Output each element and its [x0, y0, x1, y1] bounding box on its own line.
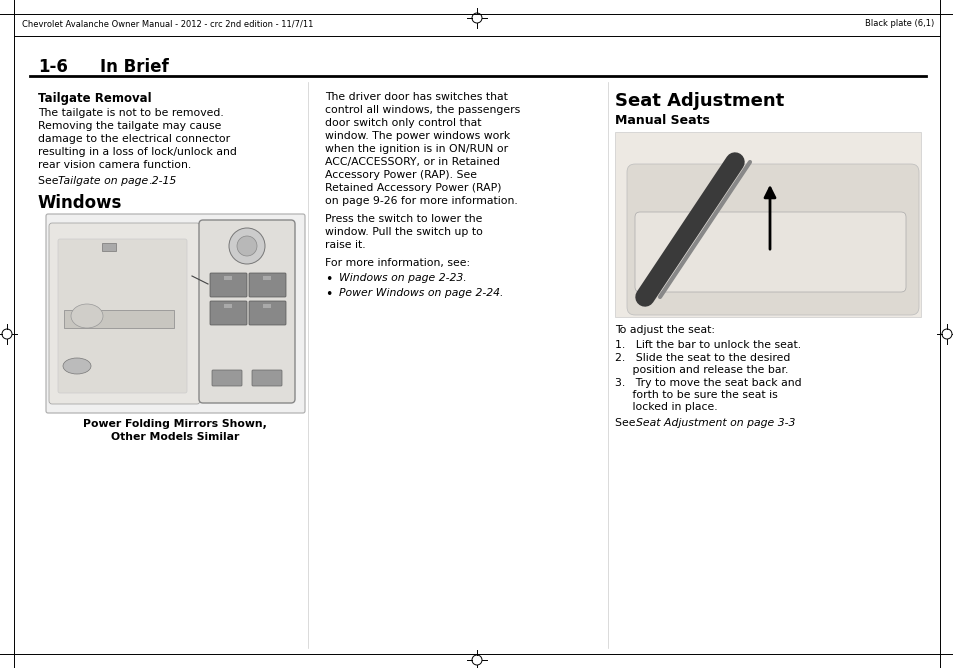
Bar: [615, 132, 920, 317]
FancyBboxPatch shape: [635, 212, 905, 292]
Text: Windows on page 2-23.: Windows on page 2-23.: [338, 273, 466, 283]
Text: Seat Adjustment: Seat Adjustment: [615, 92, 783, 110]
Text: forth to be sure the seat is: forth to be sure the seat is: [615, 390, 777, 400]
FancyBboxPatch shape: [49, 223, 200, 404]
Ellipse shape: [63, 358, 91, 374]
FancyBboxPatch shape: [210, 273, 247, 297]
Circle shape: [236, 236, 256, 256]
Text: Windows: Windows: [38, 194, 122, 212]
FancyBboxPatch shape: [212, 370, 242, 386]
FancyBboxPatch shape: [58, 239, 187, 393]
Text: .: .: [149, 176, 152, 186]
Text: Manual Seats: Manual Seats: [615, 114, 709, 127]
Text: To adjust the seat:: To adjust the seat:: [615, 325, 714, 335]
Text: locked in place.: locked in place.: [615, 402, 717, 412]
Text: 1-6: 1-6: [38, 58, 68, 76]
Text: 2.   Slide the seat to the desired: 2. Slide the seat to the desired: [615, 353, 789, 363]
FancyBboxPatch shape: [626, 164, 918, 315]
Ellipse shape: [71, 304, 103, 328]
FancyBboxPatch shape: [249, 301, 286, 325]
Text: In Brief: In Brief: [100, 58, 169, 76]
Text: position and release the bar.: position and release the bar.: [615, 365, 787, 375]
Text: 1.   Lift the bar to unlock the seat.: 1. Lift the bar to unlock the seat.: [615, 340, 801, 350]
Text: The tailgate is not to be removed.: The tailgate is not to be removed.: [38, 108, 224, 118]
Text: Press the switch to lower the: Press the switch to lower the: [325, 214, 482, 224]
Text: Retained Accessory Power (RAP): Retained Accessory Power (RAP): [325, 183, 501, 193]
Text: Accessory Power (RAP). See: Accessory Power (RAP). See: [325, 170, 476, 180]
Text: Removing the tailgate may cause: Removing the tailgate may cause: [38, 121, 221, 131]
Text: 3.   Try to move the seat back and: 3. Try to move the seat back and: [615, 378, 801, 388]
FancyBboxPatch shape: [249, 273, 286, 297]
Text: See: See: [615, 418, 639, 428]
Bar: [102, 243, 116, 251]
Text: Chevrolet Avalanche Owner Manual - 2012 - crc 2nd edition - 11/7/11: Chevrolet Avalanche Owner Manual - 2012 …: [22, 19, 313, 29]
Text: window. Pull the switch up to: window. Pull the switch up to: [325, 227, 482, 237]
FancyBboxPatch shape: [199, 220, 294, 403]
Text: The driver door has switches that: The driver door has switches that: [325, 92, 507, 102]
Bar: [64, 310, 173, 328]
Text: •: •: [325, 273, 332, 286]
Text: control all windows, the passengers: control all windows, the passengers: [325, 105, 519, 115]
Text: Power Folding Mirrors Shown,: Power Folding Mirrors Shown,: [83, 419, 267, 429]
Text: raise it.: raise it.: [325, 240, 365, 250]
Text: door switch only control that: door switch only control that: [325, 118, 481, 128]
Text: rear vision camera function.: rear vision camera function.: [38, 160, 191, 170]
Text: Other Models Similar: Other Models Similar: [111, 432, 239, 442]
Bar: [224, 276, 232, 280]
Text: .: .: [753, 418, 757, 428]
Text: Seat Adjustment on page 3-3: Seat Adjustment on page 3-3: [636, 418, 795, 428]
Text: resulting in a loss of lock/unlock and: resulting in a loss of lock/unlock and: [38, 147, 236, 157]
FancyBboxPatch shape: [46, 214, 305, 413]
Text: when the ignition is in ON/RUN or: when the ignition is in ON/RUN or: [325, 144, 508, 154]
Text: See: See: [38, 176, 62, 186]
FancyBboxPatch shape: [252, 370, 282, 386]
Text: Power Windows on page 2-24.: Power Windows on page 2-24.: [338, 288, 503, 298]
Text: ACC/ACCESSORY, or in Retained: ACC/ACCESSORY, or in Retained: [325, 157, 499, 167]
Text: •: •: [325, 288, 332, 301]
Text: Black plate (6,1): Black plate (6,1): [863, 19, 933, 29]
FancyBboxPatch shape: [210, 301, 247, 325]
Bar: [263, 304, 271, 308]
Text: window. The power windows work: window. The power windows work: [325, 131, 510, 141]
Bar: [224, 304, 232, 308]
Circle shape: [229, 228, 265, 264]
Text: For more information, see:: For more information, see:: [325, 258, 470, 268]
Text: Tailgate on page 2-15: Tailgate on page 2-15: [58, 176, 176, 186]
Text: on page 9-26 for more information.: on page 9-26 for more information.: [325, 196, 517, 206]
Text: Tailgate Removal: Tailgate Removal: [38, 92, 152, 105]
Bar: [263, 276, 271, 280]
Text: damage to the electrical connector: damage to the electrical connector: [38, 134, 230, 144]
